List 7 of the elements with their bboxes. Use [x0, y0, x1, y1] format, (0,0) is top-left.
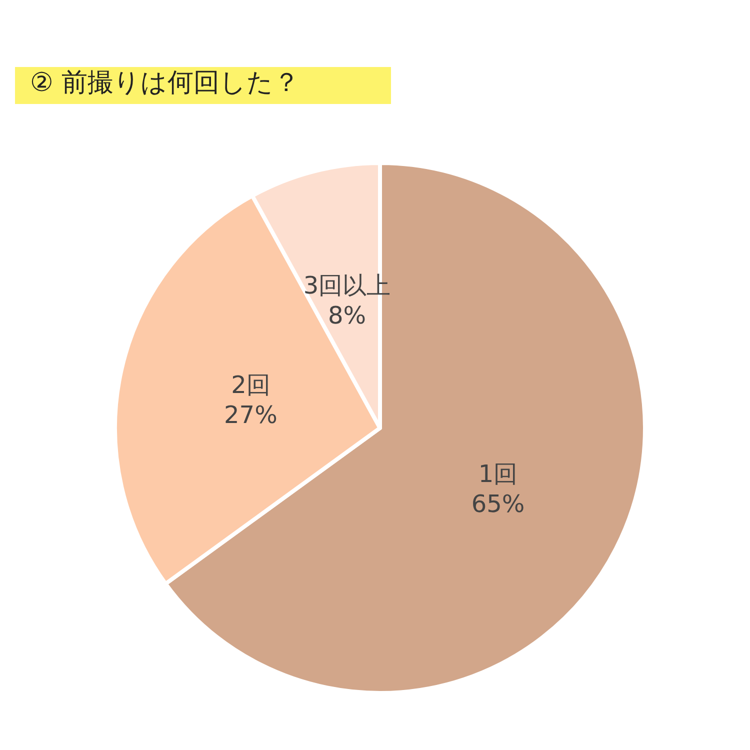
slice-label: 3回以上 [303, 272, 391, 300]
data-label: 65% [471, 490, 525, 518]
slice-label: 2回 [231, 371, 270, 400]
data-label: 8% [328, 302, 366, 330]
chart-title: ② 前撮りは何回した？ [30, 68, 300, 98]
data-label: 27% [224, 401, 278, 430]
slice-label: 1回 [478, 460, 518, 488]
